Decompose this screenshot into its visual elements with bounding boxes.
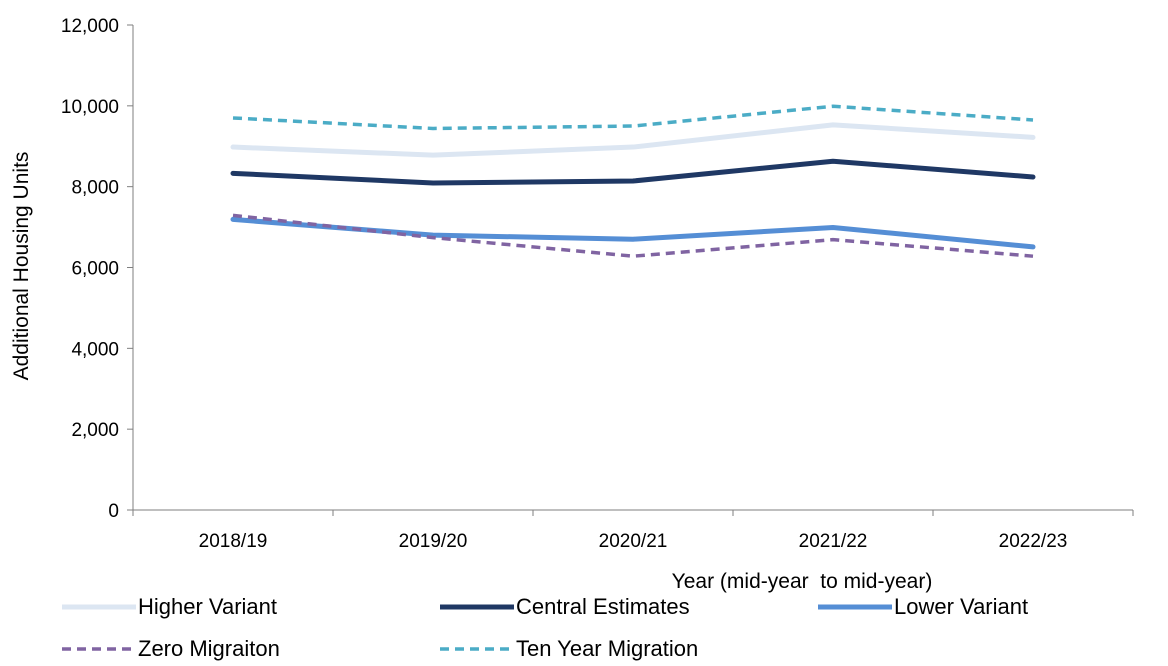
y-tick-label: 12,000 — [61, 16, 119, 37]
series-line-1 — [230, 122, 1036, 158]
legend-item-5: Ten Year Migration — [440, 636, 698, 661]
series-line-2 — [230, 158, 1036, 186]
y-tick-label: 4,000 — [71, 339, 119, 360]
y-axis-title: Additional Housing Units — [10, 152, 33, 381]
legend-label: Central Estimates — [516, 594, 690, 619]
y-tick-label: 10,000 — [61, 97, 119, 118]
y-tick-label: 6,000 — [71, 259, 119, 280]
series-line-5 — [232, 104, 1034, 131]
legend-label: Ten Year Migration — [516, 636, 698, 661]
x-tick-label: 2020/21 — [599, 531, 668, 552]
x-axis-title: Year (mid-year to mid-year) — [672, 570, 933, 593]
series-lines — [230, 104, 1036, 258]
legend: Higher Variant Central Estimates Lower Var… — [62, 594, 1028, 661]
x-tick-label: 2022/23 — [999, 531, 1068, 552]
legend-label: Zero Migraiton — [138, 636, 280, 661]
legend-label: Lower Variant — [894, 594, 1028, 619]
x-tick-label: 2019/20 — [399, 531, 468, 552]
y-tick-label: 2,000 — [71, 420, 119, 441]
legend-item-2: Central Estimates — [440, 594, 690, 619]
x-tick-label: 2018/19 — [199, 531, 268, 552]
y-tick-label: 0 — [108, 501, 119, 522]
x-tick-labels: 2018/19 2019/20 2020/21 2021/22 2022/23 — [199, 531, 1068, 552]
legend-item-3: Lower Variant — [818, 594, 1028, 619]
legend-item-1: Higher Variant — [62, 594, 277, 619]
y-tick-label: 8,000 — [71, 178, 119, 199]
legend-item-4: Zero Migraiton — [62, 636, 280, 661]
y-tick-labels: 0 2,000 4,000 6,000 8,000 10,000 12,000 — [61, 16, 119, 522]
legend-label: Higher Variant — [138, 594, 277, 619]
x-tick-label: 2021/22 — [799, 531, 868, 552]
axes — [127, 24, 1134, 516]
series-line-3 — [230, 216, 1036, 250]
